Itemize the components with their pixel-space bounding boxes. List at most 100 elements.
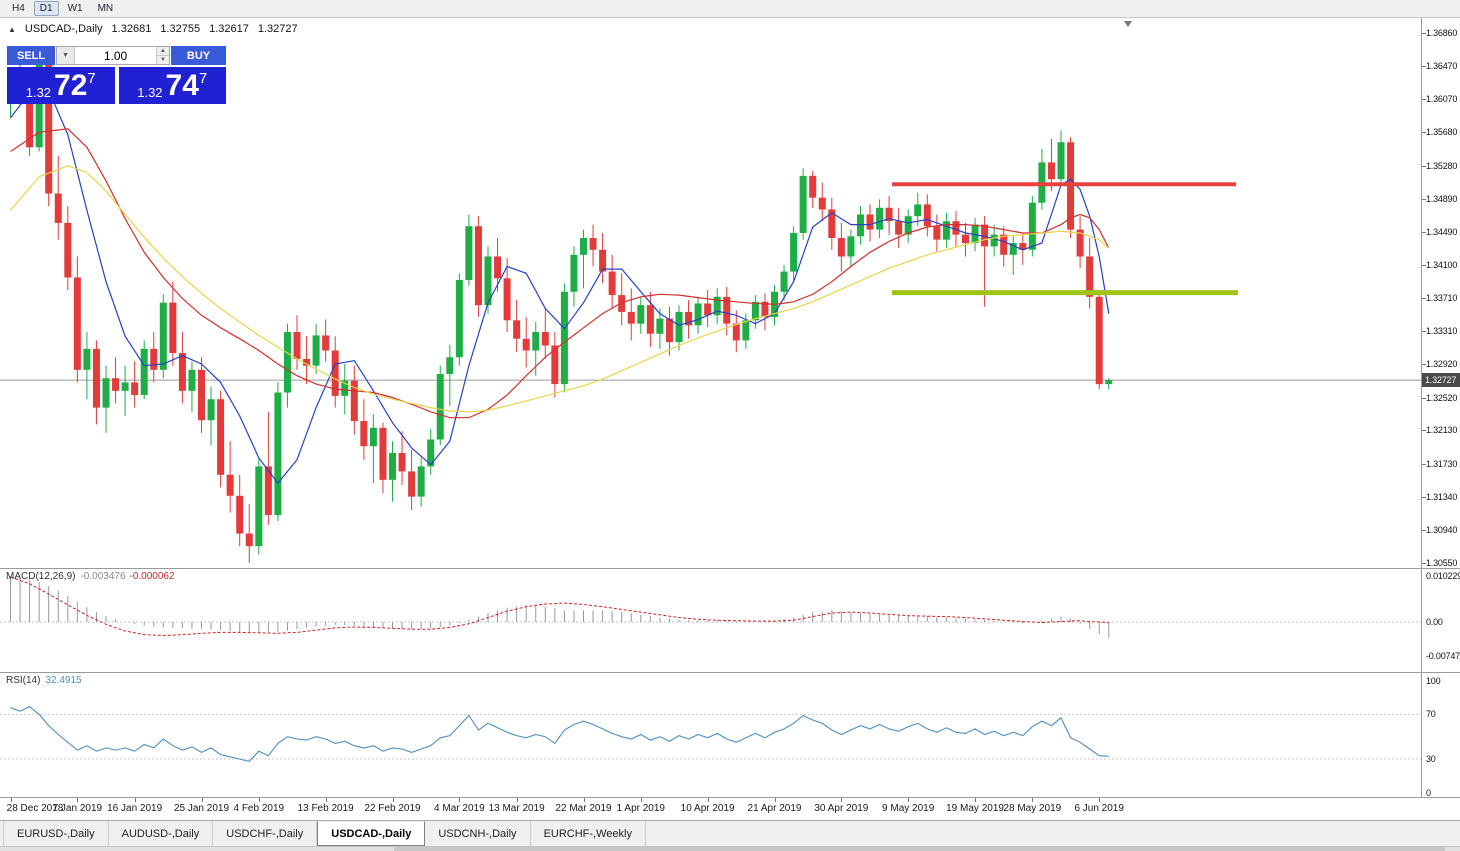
chart-tab-usdcnhdaily[interactable]: USDCNH-,Daily <box>425 821 531 846</box>
time-axis-tick <box>1099 798 1100 802</box>
chart-tab-usdchfdaily[interactable]: USDCHF-,Daily <box>213 821 318 846</box>
one-click-trading-panel: SELL ▼ 1.00 ▲ ▼ BUY 1.32 72 7 1.32 74 7 <box>7 46 226 104</box>
candle <box>637 296 645 334</box>
time-axis-tick <box>775 798 776 802</box>
volume-down-button[interactable]: ▼ <box>157 56 169 64</box>
candles-layer <box>7 51 1113 563</box>
candle <box>207 386 215 446</box>
time-axis-label: 1 Apr 2019 <box>616 803 665 814</box>
macd-axis-label: 0.010229 <box>1426 570 1460 581</box>
price-axis-label: 1.31340 <box>1426 491 1458 502</box>
chart-tab-audusddaily[interactable]: AUDUSD-,Daily <box>109 821 214 846</box>
price-axis-label: 1.35680 <box>1426 127 1458 138</box>
candle <box>427 428 435 475</box>
chart-shift-marker-icon[interactable] <box>1124 21 1132 27</box>
ma-slow-yellow <box>10 165 1110 413</box>
rsi-axis-label: 30 <box>1426 754 1436 765</box>
timeframe-button-group: H4 D1 W1 MN <box>6 1 119 16</box>
ma-fast-blue <box>10 89 1110 485</box>
price-axis-tick <box>1422 265 1426 266</box>
volume-input[interactable]: ▼ 1.00 ▲ ▼ <box>56 46 170 65</box>
time-axis-label: 30 Apr 2019 <box>814 803 869 814</box>
ohlc-high-value: 1.32755 <box>160 23 201 35</box>
timeframe-button-d1[interactable]: D1 <box>33 1 59 16</box>
macd-main-value: -0.003476 <box>80 571 126 582</box>
candle <box>1009 236 1017 275</box>
candle <box>522 316 530 368</box>
time-axis-label: 16 Jan 2019 <box>107 803 163 814</box>
candle <box>809 170 817 208</box>
buy-price-pips: 74 <box>165 68 199 102</box>
candle <box>369 414 377 484</box>
time-axis-tick <box>641 798 642 802</box>
candle <box>541 308 549 359</box>
candle <box>513 300 521 353</box>
chart-tab-eurusddaily[interactable]: EURUSD-,Daily <box>3 821 109 846</box>
candle <box>990 224 998 257</box>
timeframe-button-mn[interactable]: MN <box>97 3 114 14</box>
candle <box>694 296 702 334</box>
timeframe-button-w1[interactable]: W1 <box>67 3 83 14</box>
price-axis-label: 1.34490 <box>1426 227 1458 238</box>
candle <box>446 344 454 406</box>
chart-tab-usdcaddaily[interactable]: USDCAD-,Daily <box>317 821 426 846</box>
candle <box>121 365 129 417</box>
time-axis-label: 13 Feb 2019 <box>297 803 354 814</box>
candle <box>169 281 177 366</box>
candle <box>436 365 444 446</box>
candle <box>264 411 272 526</box>
time-axis-label: 28 Dec 2018 <box>6 803 64 814</box>
volume-spinner: ▲ ▼ <box>156 47 169 64</box>
time-axis-label: 9 May 2019 <box>882 803 935 814</box>
chart-tab-eurchfweekly[interactable]: EURCHF-,Weekly <box>531 821 646 846</box>
timeframe-button-h4[interactable]: H4 <box>12 3 25 14</box>
candle <box>1019 232 1027 265</box>
rsi-indicator-chart[interactable] <box>0 672 1421 797</box>
rsi-label: RSI(14) 32.4915 <box>6 675 82 686</box>
candle <box>455 273 463 366</box>
sell-button[interactable]: SELL <box>7 46 55 65</box>
price-axis-tick <box>1422 563 1426 564</box>
price-axis-tick <box>1422 99 1426 100</box>
price-axis-tick <box>1422 364 1426 365</box>
candle <box>904 209 912 244</box>
time-axis-label: 4 Feb 2019 <box>233 803 285 814</box>
tick-direction-icon: ▲ <box>8 24 16 34</box>
candle <box>494 238 502 292</box>
price-chart[interactable] <box>0 18 1421 568</box>
sell-price-point: 7 <box>87 70 96 87</box>
candle <box>150 332 158 383</box>
buy-price-prefix: 1.32 <box>137 85 163 100</box>
price-axis-label: 1.34890 <box>1426 193 1458 204</box>
price-axis[interactable]: 1.32727 1.36860 1.36470 1.36070 1.35680 1.35… <box>1421 18 1460 797</box>
candle <box>656 308 664 349</box>
candle <box>1038 148 1046 210</box>
volume-up-button[interactable]: ▲ <box>157 47 169 56</box>
price-axis-tick <box>1422 298 1426 299</box>
sell-price-pips: 72 <box>54 68 88 102</box>
sell-price-button[interactable]: 1.32 72 7 <box>7 67 115 104</box>
candle <box>933 214 941 252</box>
price-axis-label: 1.34100 <box>1426 259 1458 270</box>
horizontal-scrollbar[interactable] <box>0 846 1460 851</box>
volume-dropdown-icon[interactable]: ▼ <box>57 47 75 64</box>
price-axis-tick <box>1422 66 1426 67</box>
macd-histogram <box>10 576 1110 638</box>
candle <box>627 288 635 341</box>
buy-button[interactable]: BUY <box>171 46 226 65</box>
scrollbar-thumb[interactable] <box>394 847 1446 851</box>
volume-value[interactable]: 1.00 <box>103 48 128 63</box>
pane-divider[interactable] <box>0 568 1460 569</box>
time-axis[interactable]: 28 Dec 2018 7 Jan 2019 16 Jan 2019 25 Jan 2… <box>0 798 1421 820</box>
buy-price-point: 7 <box>198 70 208 87</box>
pane-divider[interactable] <box>0 672 1460 673</box>
price-axis-label: 1.33710 <box>1426 292 1458 303</box>
price-axis-label: 1.32130 <box>1426 425 1458 436</box>
price-axis-tick <box>1422 33 1426 34</box>
time-axis-label: 28 May 2019 <box>1003 803 1062 814</box>
macd-indicator-chart[interactable] <box>0 568 1421 672</box>
rsi-axis-label: 0 <box>1426 787 1431 797</box>
buy-price-button[interactable]: 1.32 74 7 <box>118 67 226 104</box>
price-axis-tick <box>1422 430 1426 431</box>
